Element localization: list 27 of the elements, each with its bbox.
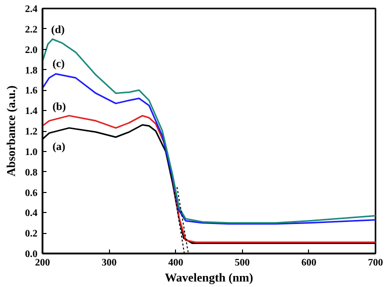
series-label: (c) [52,58,66,70]
x-tick-label: 600 [301,258,316,268]
series-label: (d) [51,24,65,36]
y-tick-label: 1.0 [25,146,38,158]
x-tick-label: 400 [168,258,184,268]
series-label: (b) [52,100,66,113]
y-tick-label: 1.2 [25,126,38,138]
y-tick-label: 1.6 [25,86,38,97]
y-tick-label: 0.4 [25,208,38,220]
series-label: (a) [52,141,66,154]
y-tick-label: 2.2 [25,24,38,36]
x-tick-label: 500 [234,258,250,268]
y-tick-label: 2.0 [25,44,38,56]
x-axis-title: Wavelength (nm) [164,270,254,284]
x-tick-label: 300 [102,258,117,268]
y-tick-label: 2.4 [25,4,38,15]
y-tick-label: 1.4 [25,106,38,118]
x-tick-label: 200 [35,258,50,268]
line-series [42,38,376,224]
y-tick-label: 0.6 [25,188,38,199]
y-tick-label: 1.8 [25,65,38,76]
line-series [42,73,376,225]
x-tick-label: 700 [368,258,383,268]
y-tick-label: 0.0 [25,249,38,260]
y-tick-label: 0.2 [25,228,38,240]
y-tick-label: 0.8 [25,167,38,178]
y-axis-title: Absorbance (a.u.) [4,85,18,176]
